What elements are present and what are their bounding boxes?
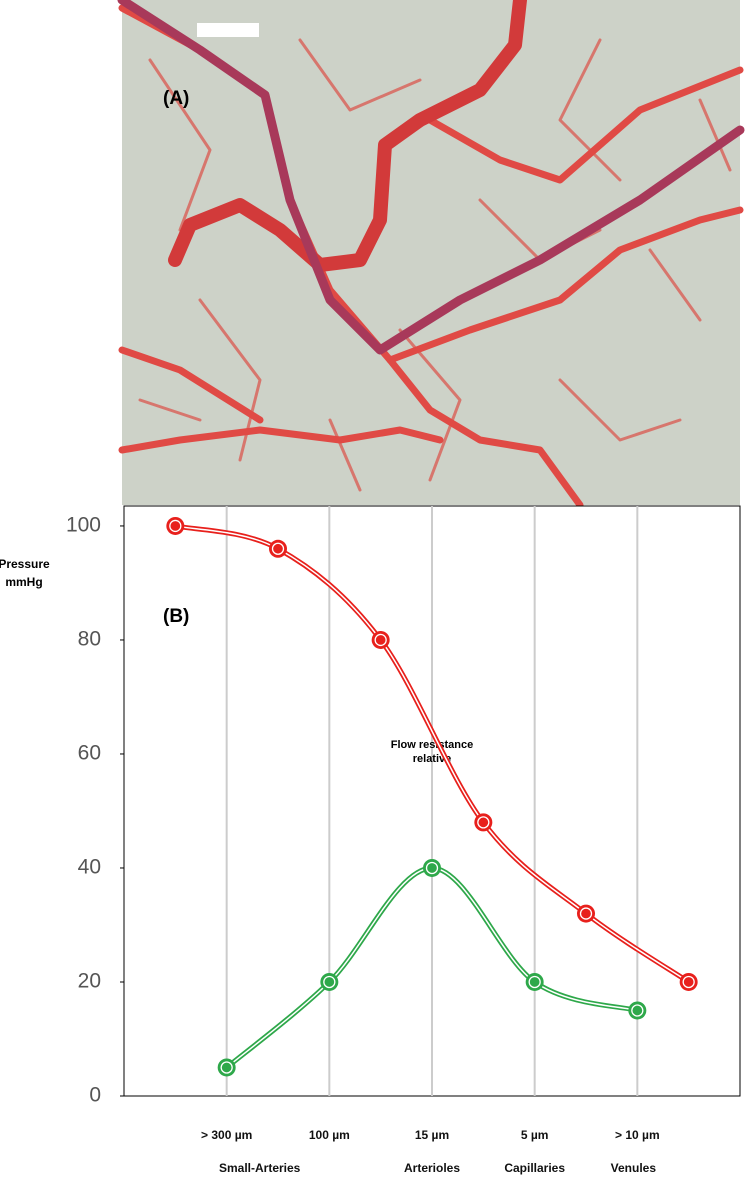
marker-ring <box>374 633 387 647</box>
marker <box>679 972 698 991</box>
scale-bar <box>197 23 259 37</box>
marker <box>423 858 441 877</box>
annotation: Flow resistance <box>391 739 474 751</box>
y-tick-label: 80 <box>78 628 101 651</box>
x-group-label: Small-Arteries <box>219 1161 301 1175</box>
x-tick-label: 15 µm <box>415 1128 449 1142</box>
marker <box>269 539 287 558</box>
data-point <box>320 972 339 991</box>
y-tick-label: 20 <box>78 970 101 993</box>
data-point <box>577 904 595 923</box>
marker-ring <box>631 1004 644 1017</box>
marker-ring <box>169 519 182 533</box>
panel-label: (A) <box>163 88 189 109</box>
marker <box>474 813 493 832</box>
y-tick-label: 60 <box>78 742 101 765</box>
data-point <box>269 539 287 558</box>
main-vessel <box>168 0 527 272</box>
marker <box>577 904 595 923</box>
marker-ring <box>271 542 285 555</box>
x-tick-label: 100 µm <box>309 1128 350 1142</box>
micrograph: (A) <box>117 0 745 509</box>
photo-background <box>122 0 740 505</box>
marker-ring <box>682 975 695 989</box>
marker <box>628 1001 647 1020</box>
marker <box>166 516 185 535</box>
marker-ring <box>579 907 593 920</box>
x-group-label: Capillaries <box>504 1161 565 1175</box>
y-tick-label: 40 <box>78 856 101 879</box>
data-point <box>217 1058 236 1077</box>
marker-ring <box>220 1061 233 1074</box>
x-tick-label: > 10 µm <box>615 1128 660 1142</box>
marker <box>320 972 339 991</box>
annotation: relative <box>413 753 452 765</box>
data-point <box>474 813 493 832</box>
x-tick-label: 5 µm <box>521 1128 549 1142</box>
marker <box>217 1058 236 1077</box>
marker-ring <box>528 975 541 989</box>
data-point <box>628 1001 647 1020</box>
y-axis-label: Pressure <box>0 557 50 571</box>
marker-ring <box>323 975 336 989</box>
y-axis-label: mmHg <box>5 575 42 589</box>
data-point <box>525 972 544 991</box>
data-point <box>679 972 698 991</box>
x-tick-label: > 300 µm <box>201 1128 252 1142</box>
marker-ring <box>477 816 490 829</box>
marker-ring <box>425 861 439 875</box>
panel-label: (B) <box>163 606 189 627</box>
data-point <box>371 630 390 649</box>
dark-vessel <box>117 0 745 355</box>
y-tick-label: 100 <box>66 513 101 536</box>
y-tick-label: 0 <box>89 1084 101 1107</box>
data-point <box>423 858 441 877</box>
marker <box>371 630 390 649</box>
x-group-label: Venules <box>611 1161 657 1175</box>
x-group-label: Arterioles <box>404 1161 460 1175</box>
marker <box>525 972 544 991</box>
chart: > 300 µm 100 µm 15 µm 5 µm > 10 µm Small-Arte… <box>0 506 698 1175</box>
data-point <box>166 516 185 535</box>
